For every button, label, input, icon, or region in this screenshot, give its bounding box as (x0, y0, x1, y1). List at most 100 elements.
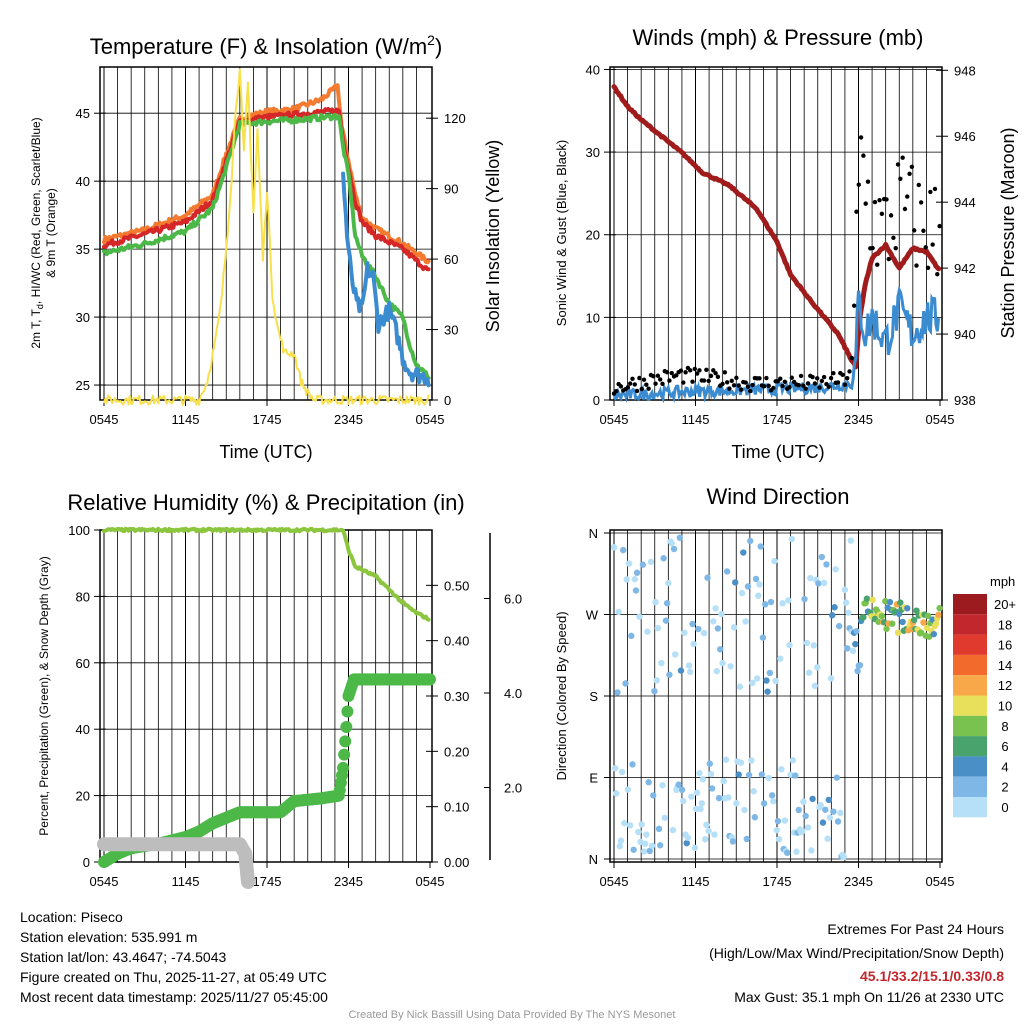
x-tick-label: 1745 (253, 874, 282, 889)
direction-point (781, 817, 789, 824)
snow-y-tick-label: 4.0 (504, 686, 522, 701)
direction-point (712, 605, 719, 612)
x-tick-label: 2345 (844, 874, 873, 889)
gust-point (660, 381, 665, 387)
direction-point (768, 792, 776, 799)
direction-point (629, 761, 636, 768)
direction-point (668, 540, 675, 547)
gust-point (879, 211, 885, 216)
direction-point (814, 664, 821, 671)
direction-point (720, 777, 727, 785)
direction-point (923, 624, 931, 632)
direction-point (878, 612, 886, 620)
gust-point (738, 387, 744, 392)
gust-point (761, 384, 767, 389)
direction-point (854, 667, 861, 675)
direction-point (616, 843, 623, 850)
legend-label: 10 (998, 699, 1012, 714)
direction-point (704, 574, 711, 581)
direction-point (623, 576, 630, 583)
direction-point (690, 640, 697, 648)
gust-point (780, 383, 785, 389)
gust-point (842, 382, 848, 387)
series-pressure (611, 84, 942, 370)
gust-point (893, 245, 898, 251)
gust-point (902, 206, 908, 212)
gust-point (803, 386, 808, 391)
direction-point (736, 683, 744, 690)
gust-point (840, 372, 845, 378)
gust-point (627, 381, 633, 386)
direction-point (844, 645, 851, 652)
gust-point (856, 182, 861, 187)
max-gust-text: Max Gust: 35.1 mph On 11/26 at 2330 UTC (734, 989, 1004, 1005)
direction-point (625, 560, 633, 567)
direction-point (827, 675, 835, 682)
direction-point (751, 814, 759, 821)
direction-point (722, 756, 730, 763)
direction-point (654, 624, 662, 632)
gust-point (812, 381, 818, 386)
legend-swatch (953, 776, 987, 797)
direction-point (793, 848, 800, 855)
direction-point (748, 757, 755, 764)
left-y-tick-label: 30 (76, 310, 90, 325)
direction-point (752, 575, 760, 583)
gust-point (935, 271, 940, 277)
left-y-tick-label: 60 (76, 656, 90, 671)
direction-point (758, 771, 765, 778)
legend-swatch (953, 695, 987, 716)
gust-point (847, 369, 852, 374)
gust-point (886, 256, 891, 262)
direction-point (651, 687, 658, 695)
right-y-tick-label: 90 (444, 182, 458, 197)
x-tick-label: 0545 (416, 874, 445, 889)
gust-point (727, 386, 732, 391)
direction-point (860, 614, 867, 621)
right-y-tick-label: 30 (444, 323, 458, 338)
right-y-tick-label: 944 (954, 195, 976, 210)
series-wc (341, 171, 431, 388)
gust-point (819, 378, 825, 384)
gust-point (646, 386, 651, 391)
direction-point (801, 595, 808, 603)
direction-point (825, 796, 832, 804)
direction-point (798, 827, 806, 835)
legend-label: 6 (1001, 739, 1008, 754)
gust-point (667, 378, 672, 383)
direction-point (735, 771, 742, 778)
right-y-tick-label: 940 (954, 327, 976, 342)
direction-point (733, 800, 740, 807)
gust-point (657, 377, 663, 382)
direction-point (775, 836, 783, 843)
direction-point (831, 604, 838, 611)
direction-point (613, 790, 620, 797)
direction-tick-label: N (589, 526, 598, 541)
direction-point (936, 605, 943, 612)
gust-point (708, 373, 714, 379)
gust-point (918, 200, 924, 205)
direction-point (635, 828, 642, 836)
gust-point (690, 379, 695, 384)
direction-point (632, 587, 640, 594)
x-tick-label: 0545 (416, 412, 445, 427)
x-tick-label: 2345 (844, 412, 873, 427)
direction-point (810, 642, 817, 649)
direction-point (614, 689, 621, 696)
gust-point (875, 262, 880, 267)
direction-point (747, 537, 754, 545)
precip-point (340, 720, 353, 733)
gust-point (849, 355, 855, 361)
created-text: Figure created on Thu, 2025-11-27, at 05… (20, 969, 327, 985)
direction-point (723, 568, 731, 575)
direction-point (648, 842, 656, 849)
direction-point (639, 561, 647, 568)
series-rh (102, 526, 431, 622)
direction-point (835, 622, 843, 630)
legend-label: 16 (998, 638, 1012, 653)
gust-point (694, 371, 700, 376)
gust-point (782, 379, 788, 385)
direction-point (641, 840, 649, 847)
legend-swatch (953, 634, 987, 655)
direction-point (624, 786, 632, 793)
